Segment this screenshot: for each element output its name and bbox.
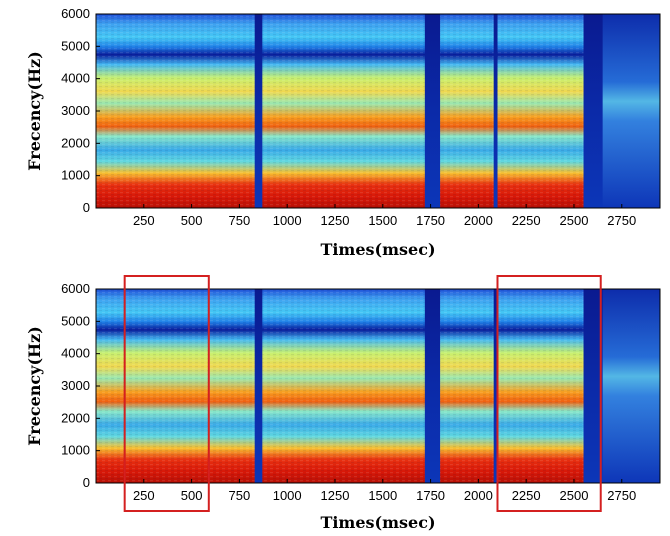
y-tick-label: 1000: [61, 168, 90, 183]
y-tick-label: 4000: [61, 346, 90, 361]
highlight-box: [123, 275, 210, 512]
x-tick-label: 1500: [368, 488, 397, 503]
spectrogram-texture: [96, 14, 255, 208]
highlight-box: [496, 275, 602, 512]
x-tick-label: 1750: [416, 488, 445, 503]
x-tick-label: 500: [181, 213, 203, 228]
x-tick-label: 1250: [321, 488, 350, 503]
y-tick-label: 3000: [61, 378, 90, 393]
spectrogram-texture: [262, 14, 425, 208]
y-tick-label: 6000: [61, 281, 90, 296]
y-tick-label: 0: [83, 475, 90, 490]
spectrogram-panel-lower: 0 1000 2000 3000 4000 5000 6000 250 500 750 1000 12…: [25, 275, 661, 532]
y-tick-label: 6000: [61, 6, 90, 21]
x-tick-label: 2250: [512, 213, 541, 228]
x-tick-label: 2750: [607, 213, 636, 228]
y-axis-title: Frecency(Hz): [25, 326, 44, 446]
spectrogram-panel-upper: 0 1000 2000 3000 4000 5000 6000 250 500 750 1000 12…: [25, 6, 661, 259]
x-tick-label: 1000: [273, 213, 302, 228]
y-tick-label: 2000: [61, 135, 90, 150]
spectrogram-texture: [440, 289, 494, 483]
spectrogram-texture: [262, 289, 425, 483]
y-tick-label: 2000: [61, 410, 90, 425]
x-axis-title: Times(msec): [320, 240, 435, 259]
x-tick-label: 1250: [321, 213, 350, 228]
spectrogram-texture: [440, 14, 494, 208]
x-tick-label: 1000: [273, 488, 302, 503]
x-tick-label: 500: [181, 488, 203, 503]
y-tick-label: 0: [83, 200, 90, 215]
x-tick-label: 1750: [416, 213, 445, 228]
x-tick-label: 2500: [560, 488, 589, 503]
y-tick-label: 1000: [61, 443, 90, 458]
spectrogram-texture: [96, 289, 255, 483]
x-tick-label: 2000: [464, 488, 493, 503]
spectrogram-segment: [602, 14, 660, 208]
x-tick-label: 1500: [368, 213, 397, 228]
x-axis-title: Times(msec): [320, 513, 435, 532]
x-tick-label: 250: [133, 488, 155, 503]
spectrogram-segment: [602, 289, 660, 483]
y-tick-label: 4000: [61, 71, 90, 86]
spectrogram-texture: [497, 14, 584, 208]
y-tick-label: 5000: [61, 313, 90, 328]
x-tick-label: 750: [229, 488, 251, 503]
x-tick-label: 750: [229, 213, 251, 228]
x-tick-label: 2250: [512, 488, 541, 503]
y-tick-label: 5000: [61, 38, 90, 53]
y-tick-label: 3000: [61, 103, 90, 118]
x-tick-label: 2750: [607, 488, 636, 503]
y-axis-title: Frecency(Hz): [25, 51, 44, 171]
x-tick-label: 250: [133, 213, 155, 228]
x-tick-label: 2500: [560, 213, 589, 228]
spectrogram-texture: [497, 289, 584, 483]
x-tick-label: 2000: [464, 213, 493, 228]
